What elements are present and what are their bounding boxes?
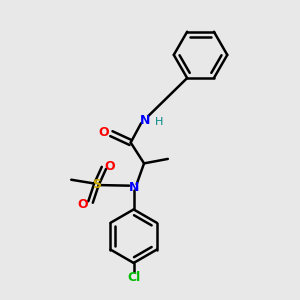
Text: O: O — [99, 126, 109, 139]
Text: O: O — [105, 160, 115, 173]
Text: S: S — [92, 178, 101, 191]
Text: O: O — [78, 199, 88, 212]
Text: Cl: Cl — [127, 271, 140, 284]
Text: N: N — [140, 114, 151, 127]
Text: N: N — [128, 181, 139, 194]
Text: H: H — [155, 117, 163, 127]
